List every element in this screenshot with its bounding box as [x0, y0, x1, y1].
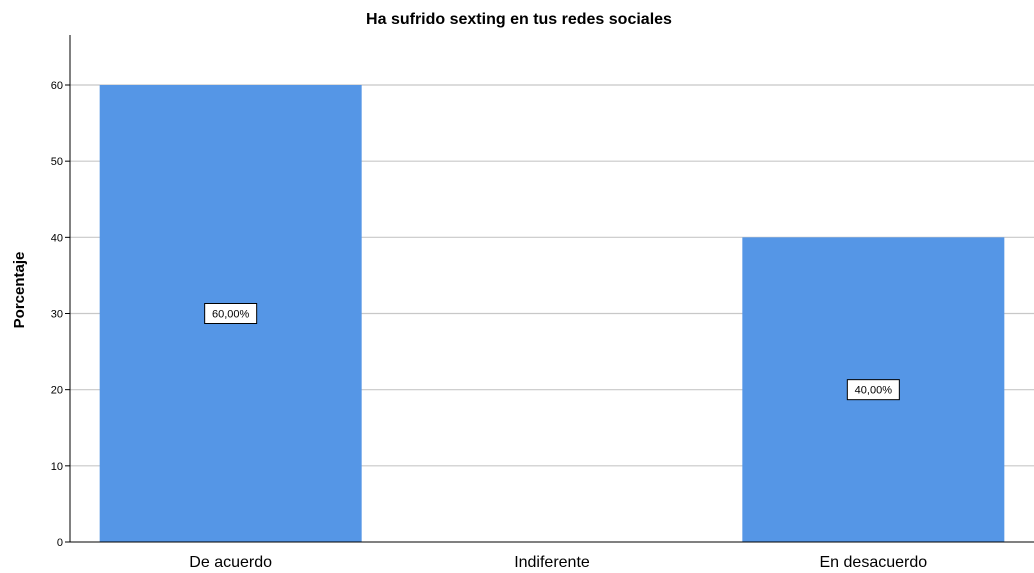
y-tick-label: 40	[51, 232, 63, 244]
axes	[69, 35, 1034, 543]
data-label-text: 40,00%	[855, 385, 893, 397]
data-label-box	[846, 379, 900, 401]
y-axis-label: Porcentaje	[11, 252, 28, 329]
y-tick-label: 60	[51, 80, 63, 92]
data-labels: 60,00% 40,00%	[204, 303, 900, 401]
x-tick-label: De acuerdo	[189, 554, 272, 571]
bars	[99, 85, 1005, 543]
data-label: 60,00%	[204, 303, 258, 324]
data-label-box	[204, 303, 258, 324]
y-tick-label: 10	[51, 461, 63, 473]
x-tick-label: En desacuerdo	[820, 554, 928, 571]
data-label: 40,00%	[846, 379, 900, 401]
y-tick-label: 30	[51, 309, 63, 321]
chart-title: Ha sufrido sexting en tus redes sociales	[366, 11, 672, 28]
y-tick-label: 20	[51, 385, 63, 397]
y-tick-label: 50	[51, 156, 63, 168]
x-ticks: De acuerdo Indiferente En desacuerdo	[189, 554, 927, 571]
data-label-text: 60,00%	[212, 309, 250, 321]
x-tick-label: Indiferente	[514, 554, 590, 571]
y-ticks: 0 10 20 30 40 50 60	[51, 80, 70, 549]
y-tick-label: 0	[57, 537, 63, 549]
